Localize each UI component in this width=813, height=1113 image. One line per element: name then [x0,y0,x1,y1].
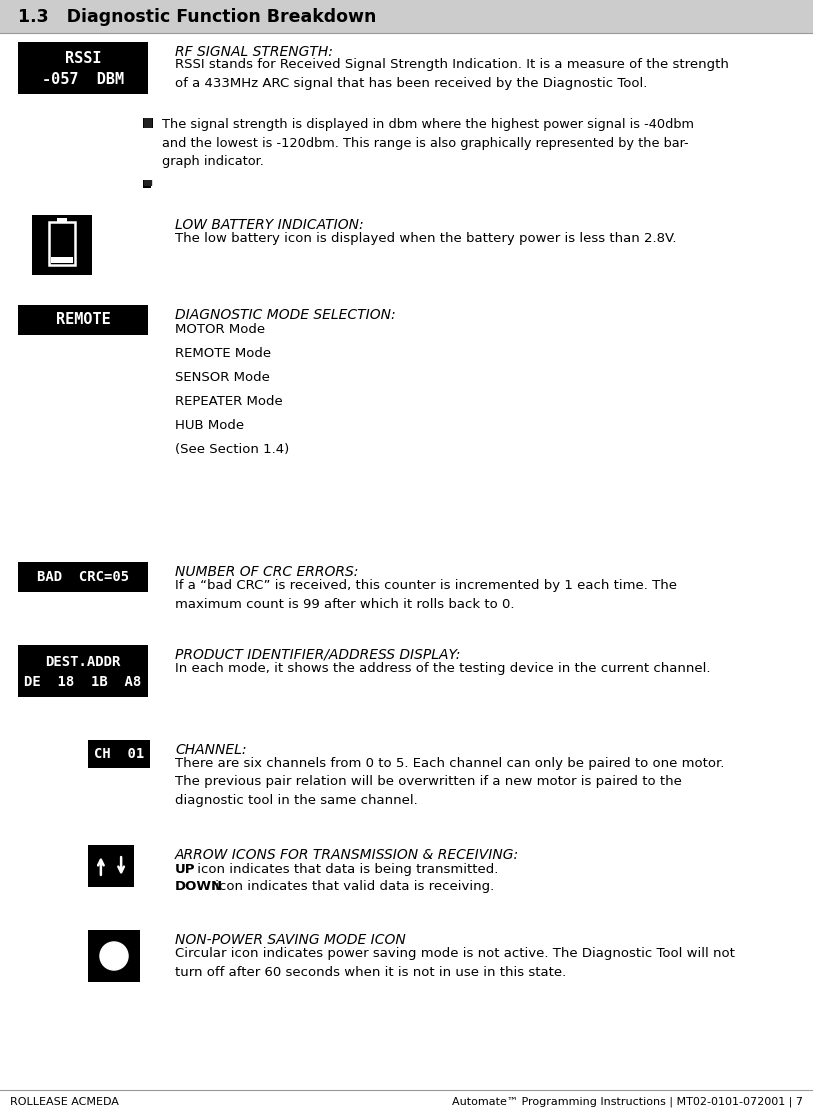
Text: DEST.ADDR: DEST.ADDR [46,654,120,669]
Text: REMOTE: REMOTE [55,313,111,327]
Text: LOW BATTERY INDICATION:: LOW BATTERY INDICATION: [175,218,363,232]
Text: DOWN: DOWN [175,880,223,893]
FancyBboxPatch shape [50,257,73,263]
FancyBboxPatch shape [88,740,150,768]
FancyBboxPatch shape [18,646,148,697]
Text: If a “bad CRC” is received, this counter is incremented by 1 each time. The
maxi: If a “bad CRC” is received, this counter… [175,579,677,611]
Circle shape [100,942,128,971]
Text: Circular icon indicates power saving mode is not active. The Diagnostic Tool wil: Circular icon indicates power saving mod… [175,947,735,978]
FancyBboxPatch shape [143,118,153,180]
Text: HUB Mode: HUB Mode [175,418,244,432]
FancyBboxPatch shape [57,218,67,223]
Text: CHANNEL:: CHANNEL: [175,743,246,757]
Text: ARROW ICONS FOR TRANSMISSION & RECEIVING:: ARROW ICONS FOR TRANSMISSION & RECEIVING… [175,848,520,861]
Text: NUMBER OF CRC ERRORS:: NUMBER OF CRC ERRORS: [175,565,359,579]
Text: UP: UP [175,863,195,876]
FancyBboxPatch shape [0,0,813,33]
FancyBboxPatch shape [18,42,148,93]
FancyBboxPatch shape [143,128,153,180]
Text: The low battery icon is displayed when the battery power is less than 2.8V.: The low battery icon is displayed when t… [175,232,676,245]
Text: There are six channels from 0 to 5. Each channel can only be paired to one motor: There are six channels from 0 to 5. Each… [175,757,724,807]
Text: NON-POWER SAVING MODE ICON: NON-POWER SAVING MODE ICON [175,933,406,947]
Text: CH  01: CH 01 [93,747,144,761]
Text: icon indicates that valid data is receiving.: icon indicates that valid data is receiv… [211,880,494,893]
FancyBboxPatch shape [88,930,140,982]
FancyBboxPatch shape [32,215,92,275]
FancyBboxPatch shape [18,562,148,592]
Text: DIAGNOSTIC MODE SELECTION:: DIAGNOSTIC MODE SELECTION: [175,308,396,322]
Text: REPEATER Mode: REPEATER Mode [175,395,283,408]
Text: ROLLEASE ACMEDA: ROLLEASE ACMEDA [10,1097,119,1107]
Text: In each mode, it shows the address of the testing device in the current channel.: In each mode, it shows the address of th… [175,662,711,674]
Text: PRODUCT IDENTIFIER/ADDRESS DISPLAY:: PRODUCT IDENTIFIER/ADDRESS DISPLAY: [175,648,460,662]
Text: SENSOR Mode: SENSOR Mode [175,371,270,384]
Text: MOTOR Mode: MOTOR Mode [175,323,265,336]
Text: 1.3   Diagnostic Function Breakdown: 1.3 Diagnostic Function Breakdown [18,8,376,26]
Text: The signal strength is displayed in dbm where the highest power signal is -40dbm: The signal strength is displayed in dbm … [162,118,694,168]
Text: Automate™ Programming Instructions | MT02-0101-072001 | 7: Automate™ Programming Instructions | MT0… [452,1096,803,1107]
FancyBboxPatch shape [143,118,151,188]
Text: icon indicates that data is being transmitted.: icon indicates that data is being transm… [193,863,498,876]
FancyBboxPatch shape [18,305,148,335]
Text: -057  DBM: -057 DBM [42,72,124,87]
Text: RSSI stands for Received Signal Strength Indication. It is a measure of the stre: RSSI stands for Received Signal Strength… [175,58,729,89]
Text: RSSI: RSSI [65,51,102,66]
FancyBboxPatch shape [88,845,134,887]
Text: DE  18  1B  A8: DE 18 1B A8 [24,676,141,689]
Text: RF SIGNAL STRENGTH:: RF SIGNAL STRENGTH: [175,45,333,59]
Text: BAD  CRC=05: BAD CRC=05 [37,570,129,584]
Text: (See Section 1.4): (See Section 1.4) [175,443,289,456]
Text: REMOTE Mode: REMOTE Mode [175,347,271,359]
